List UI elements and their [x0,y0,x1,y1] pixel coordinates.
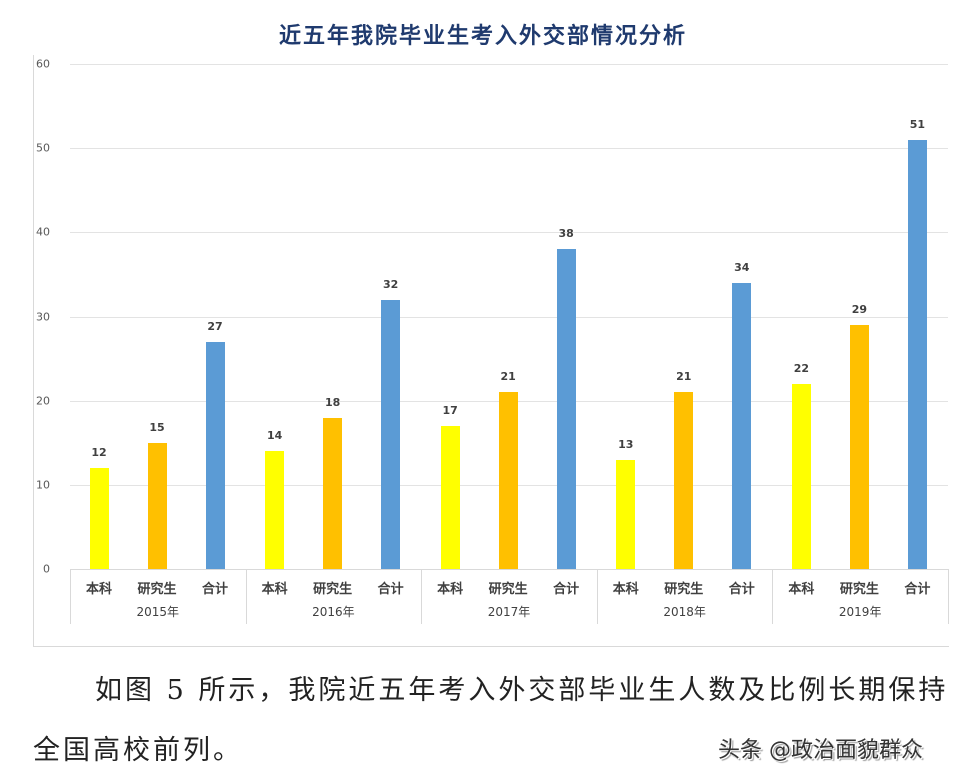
data-label: 27 [207,319,223,333]
category-divider [245,569,247,624]
gridline [70,64,948,65]
x-subcategory-label: 本科 [788,582,815,597]
category-divider [948,569,949,624]
x-subcategory-label: 本科 [85,582,112,597]
x-subcategory-label: 合计 [553,582,580,597]
x-subcategory-label: 本科 [261,582,288,597]
category-divider [70,569,71,624]
bar [265,451,285,569]
x-subcategory-label: 研究生 [313,582,353,597]
data-label: 14 [266,429,283,443]
x-category-label: 2019年 [838,605,882,619]
watermark: 头条 @政治面貌群众 [718,738,923,763]
data-label: 21 [500,370,516,384]
x-subcategory-label: 研究生 [137,582,177,597]
gridline [70,316,948,318]
bar [440,425,460,569]
data-label: 21 [676,370,692,384]
data-label: 12 [91,446,107,459]
data-label: 22 [793,361,810,375]
bar [556,249,576,569]
paragraph-line-1: 如图 5 所示，我院近五年考入外交部毕业生人数及比例长期保持 [95,675,949,706]
data-label: 17 [442,403,458,417]
gridline [70,232,948,234]
category-divider [421,569,423,624]
bar [849,324,869,569]
y-tick-label: 50 [36,141,50,155]
category-divider [596,569,598,624]
category-divider [772,569,774,624]
y-tick-label: 0 [43,562,50,576]
chart-frame [33,55,949,647]
x-subcategory-label: 研究生 [664,582,704,597]
x-category-label: 2015年 [136,605,180,619]
data-label: 34 [734,260,750,274]
x-subcategory-label: 合计 [728,582,755,597]
x-subcategory-label: 研究生 [488,582,528,597]
data-label: 29 [851,302,868,316]
chart-title: 近五年我院毕业生考入外交部情况分析 [278,23,687,49]
x-category-label: 2017年 [487,605,531,619]
x-subcategory-label: 本科 [612,582,639,597]
x-subcategory-label: 合计 [201,582,228,597]
y-tick-label: 40 [36,225,50,239]
x-category-label: 2016年 [312,605,355,619]
bar [907,139,927,569]
x-subcategory-label: 本科 [437,582,464,597]
data-label: 32 [382,277,399,291]
x-category-label: 2018年 [663,605,706,619]
bar [205,341,225,569]
bar [147,442,167,569]
y-tick-label: 10 [36,478,50,492]
data-label: 38 [558,227,574,241]
x-subcategory-label: 合计 [904,582,931,597]
bar [498,392,518,569]
data-label: 18 [324,395,341,409]
x-subcategory-label: 研究生 [839,582,879,597]
data-label: 15 [149,420,165,434]
y-tick-label: 30 [36,310,50,323]
y-tick-label: 60 [36,57,50,71]
bar [791,383,811,569]
paragraph-line-2: 全国高校前列。 [33,735,243,766]
bar [323,417,343,569]
bar [381,299,401,569]
bar [89,468,109,569]
x-subcategory-label: 合计 [377,582,404,597]
data-label: 51 [909,117,926,131]
bar [674,392,694,569]
plot-area: 0 10 20 30 40 50 60 12 15 27 14 18 32 17 21 38 13 21 34 22 2… [36,58,948,576]
bar [732,282,752,569]
y-tick-label: 20 [36,394,50,408]
bar [616,459,636,569]
x-axis-line [70,569,948,570]
data-label: 13 [618,437,634,451]
gridline [70,148,948,150]
